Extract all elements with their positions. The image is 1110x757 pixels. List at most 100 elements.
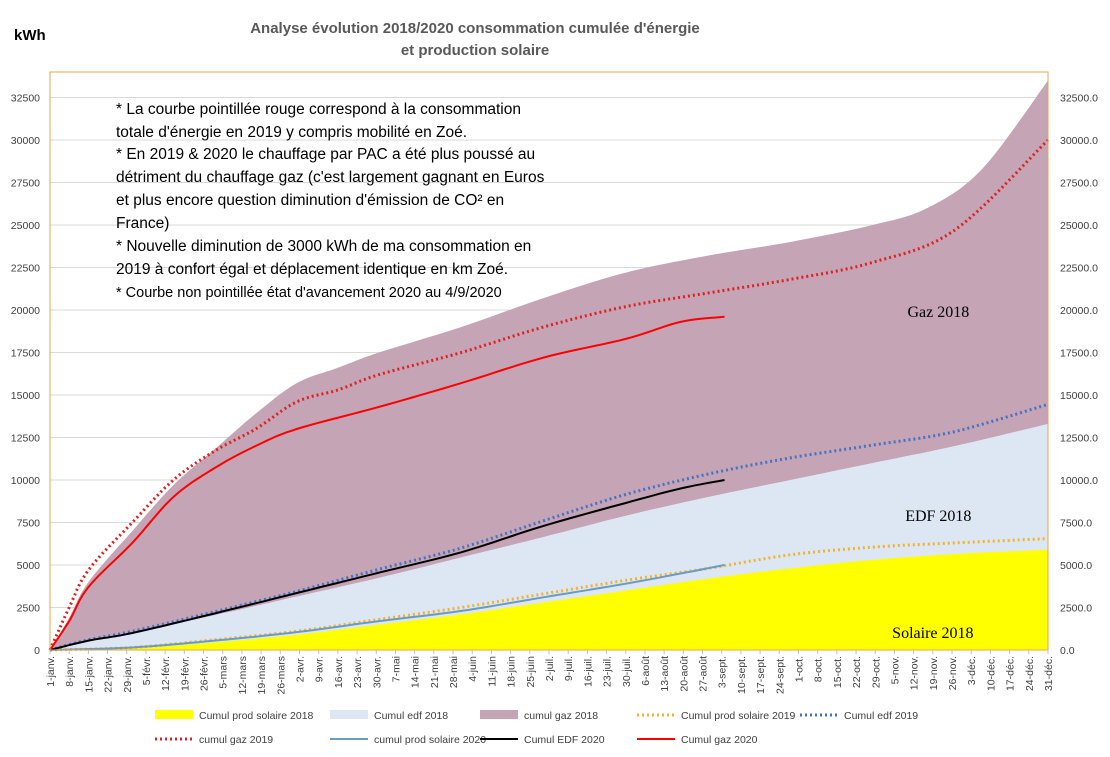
y-tick-left: 20000	[11, 305, 40, 317]
x-tick-label: 12-mars	[237, 656, 249, 695]
x-tick-label: 16-juil.	[582, 656, 594, 687]
legend-swatch	[155, 710, 193, 719]
x-tick-label: 13-août	[659, 656, 671, 692]
y-tick-right: 12500.0	[1060, 433, 1098, 445]
y-tick-right: 5000.0	[1060, 560, 1092, 572]
chart-title-line-2: et production solaire	[401, 42, 549, 59]
annotation-line: * La courbe pointillée rouge correspond …	[116, 101, 521, 118]
y-tick-right: 17500.0	[1060, 348, 1098, 360]
y-tick-right: 30000.0	[1060, 135, 1098, 147]
x-tick-label: 27-août	[698, 656, 710, 692]
area-cumul-prod-solaire-2018	[50, 549, 1048, 650]
x-tick-label: 23-juil.	[602, 656, 614, 687]
annotation-line: * Nouvelle diminution de 3000 kWh de ma …	[116, 238, 531, 255]
x-tick-label: 26-nov.	[947, 656, 959, 690]
x-tick-label: 14-mai	[410, 656, 422, 688]
y-tick-left: 5000	[17, 560, 41, 572]
axis-layer: 0 0.0 2500 2500.0 5000 5000.0 7500 7500.0 10000 1…	[11, 93, 1098, 695]
area-label: EDF 2018	[905, 508, 971, 525]
y-tick-right: 27500.0	[1060, 178, 1098, 190]
annotation-line: France)	[116, 215, 169, 232]
x-tick-label: 19-nov.	[928, 656, 940, 690]
x-tick-label: 17-déc.	[1005, 656, 1017, 691]
area-label: Gaz 2018	[907, 304, 969, 321]
area-layer	[50, 80, 1048, 650]
x-tick-label: 9-juil.	[563, 656, 575, 681]
x-tick-label: 20-août	[678, 656, 690, 692]
y-tick-left: 17500	[11, 348, 40, 360]
area-label: Solaire 2018	[892, 625, 973, 642]
x-tick-label: 24-sept.	[774, 656, 786, 694]
legend-label: Cumul EDF 2020	[524, 734, 605, 746]
y-tick-right: 25000.0	[1060, 220, 1098, 232]
x-tick-label: 12-févr.	[160, 656, 172, 691]
legend-layer: Cumul prod solaire 2018 Cumul edf 2018 cum…	[155, 710, 918, 746]
x-tick-label: 22-janv.	[103, 656, 115, 693]
x-tick-label: 2-avr.	[295, 656, 307, 682]
x-tick-label: 19-mars	[256, 656, 268, 695]
legend-swatch	[330, 710, 368, 719]
x-tick-label: 25-juin	[525, 656, 537, 688]
y-tick-left: 22500	[11, 263, 40, 275]
x-tick-label: 31-déc.	[1043, 656, 1055, 691]
x-tick-label: 10-sept.	[736, 656, 748, 694]
x-tick-label: 26-mars	[275, 656, 287, 695]
y-tick-right: 2500.0	[1060, 603, 1092, 615]
legend-label: cumul prod solaire 2020	[374, 734, 486, 746]
legend-label: Cumul edf 2018	[374, 710, 448, 722]
x-tick-label: 2-juil.	[544, 656, 556, 681]
x-tick-label: 21-mai	[429, 656, 441, 688]
x-tick-label: 5-mars	[218, 656, 230, 689]
x-tick-label: 10-déc.	[985, 656, 997, 691]
y-tick-left: 25000	[11, 220, 40, 232]
x-tick-label: 24-déc.	[1024, 656, 1036, 691]
x-tick-label: 4-juin	[467, 656, 479, 682]
y-tick-left: 32500	[11, 93, 40, 105]
x-tick-label: 17-sept.	[755, 656, 767, 694]
x-tick-label: 9-avr.	[314, 656, 326, 682]
x-tick-label: 8-oct.	[813, 656, 825, 682]
x-tick-label: 5-nov.	[890, 656, 902, 684]
x-tick-label: 7-mai	[391, 656, 403, 682]
x-tick-label: 29-janv.	[122, 656, 134, 693]
x-tick-label: 1-oct.	[794, 656, 806, 682]
legend-label: Cumul prod solaire 2019	[681, 710, 796, 722]
legend-label: cumul gaz 2019	[199, 734, 273, 746]
x-tick-label: 26-févr.	[199, 656, 211, 691]
x-tick-label: 29-oct.	[870, 656, 882, 688]
annotation-line: détriment du chauffage gaz (c'est largem…	[116, 169, 545, 186]
x-tick-label: 28-mai	[448, 656, 460, 688]
y-tick-right: 0.0	[1060, 645, 1075, 657]
legend-swatch	[480, 710, 518, 719]
x-tick-label: 23-avr.	[352, 656, 364, 688]
y-tick-right: 15000.0	[1060, 390, 1098, 402]
x-tick-label: 8-janv.	[64, 656, 76, 687]
chart-title-line-1: Analyse évolution 2018/2020 consommation…	[250, 20, 700, 37]
y-tick-right: 7500.0	[1060, 518, 1092, 530]
y-tick-left: 27500	[11, 178, 40, 190]
x-tick-label: 11-juin	[486, 656, 498, 687]
x-tick-label: 15-oct.	[832, 656, 844, 688]
line-cumul-edf-2019	[49, 402, 1049, 652]
y-tick-right: 32500.0	[1060, 93, 1098, 105]
x-tick-label: 30-juil.	[621, 656, 633, 687]
notes-layer: * La courbe pointillée rouge correspond …	[116, 101, 545, 301]
y-tick-left: 10000	[11, 475, 40, 487]
annotation-line: * Courbe non pointillée état d'avancemen…	[116, 285, 502, 301]
x-tick-label: 16-avr.	[333, 656, 345, 688]
x-tick-label: 3-déc.	[966, 656, 978, 685]
y-tick-right: 10000.0	[1060, 475, 1098, 487]
line-cumul-gaz-2020	[49, 315, 725, 651]
y-tick-left: 12500	[11, 433, 40, 445]
y-unit-label: kWh	[14, 27, 46, 44]
x-tick-label: 18-juin	[506, 656, 518, 688]
x-tick-label: 5-févr.	[141, 656, 153, 685]
annotation-line: et plus encore question diminution d'émi…	[116, 192, 504, 209]
label-layer: Gaz 2018 EDF 2018 Solaire 2018	[892, 304, 973, 642]
annotation-line: 2019 à confort égal et déplacement ident…	[116, 261, 508, 278]
legend-label: Cumul prod solaire 2018	[199, 710, 314, 722]
x-tick-label: 22-oct.	[851, 656, 863, 688]
line-cumul-gaz-2019	[48, 138, 1050, 651]
x-tick-label: 15-janv.	[83, 656, 95, 693]
